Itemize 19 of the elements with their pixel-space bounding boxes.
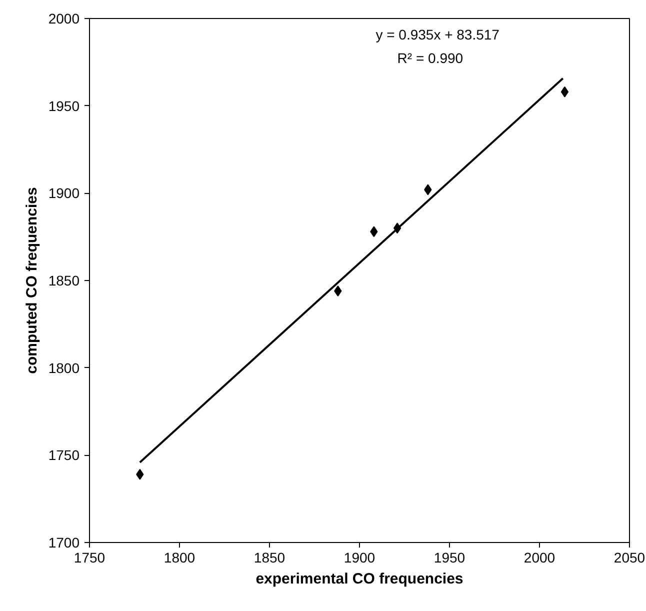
x-tick-label: 2000 — [524, 550, 556, 566]
x-tick-label: 2050 — [614, 550, 646, 566]
x-tick-label: 1750 — [74, 550, 106, 566]
point — [560, 86, 569, 98]
x-tick-label: 1850 — [254, 550, 286, 566]
y-tick-label: 1750 — [48, 447, 80, 464]
y-tick-label: 1900 — [48, 185, 80, 202]
y-tick-label: 2000 — [48, 10, 80, 26]
y-tick-label: 1800 — [48, 360, 80, 376]
y-axis-title: computed CO frequencies — [23, 187, 40, 374]
x-tick-label: 1800 — [164, 550, 196, 566]
annotation: y = 0.935x + 83.517 — [376, 26, 500, 42]
x-tick-label: 1950 — [434, 550, 466, 566]
x-tick-label: 1900 — [344, 550, 376, 566]
annotation: R² = 0.990 — [397, 50, 464, 66]
y-tick-label: 1950 — [48, 98, 80, 114]
y-tick-label: 1700 — [48, 534, 80, 550]
x-axis-title: experimental CO frequencies — [256, 570, 464, 588]
y-tick-label: 1850 — [48, 272, 80, 288]
